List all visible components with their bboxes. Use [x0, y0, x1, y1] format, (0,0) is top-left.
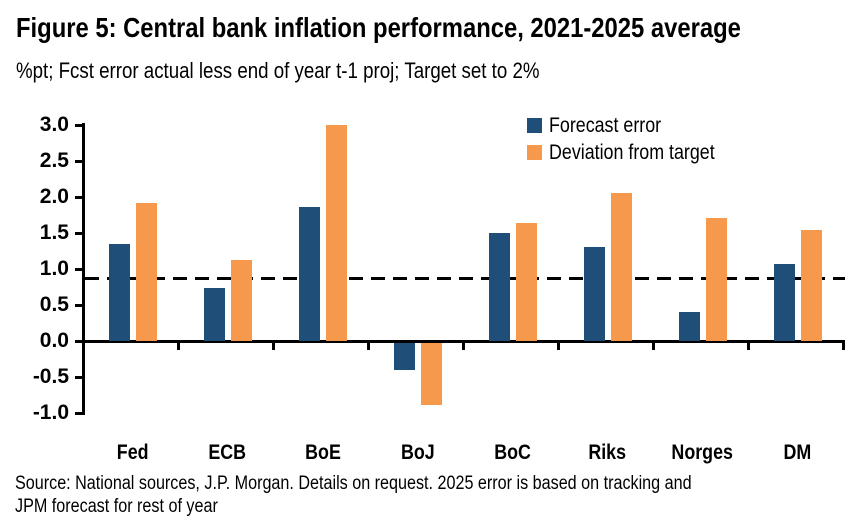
x-axis-tick — [462, 341, 465, 350]
y-axis-line — [82, 123, 85, 415]
bar-deviation-norges — [705, 217, 727, 341]
source-note-line1: Source: National sources, J.P. Morgan. D… — [15, 473, 692, 494]
y-axis-tick-label: 0.5 — [39, 293, 69, 316]
figure-title: Figure 5: Central bank inflation perform… — [16, 12, 852, 44]
y-axis-tick-label: -1.0 — [32, 401, 69, 424]
x-axis-tick — [842, 341, 845, 350]
y-axis-tick — [75, 195, 83, 199]
y-axis-tick-label: 3.0 — [39, 113, 69, 136]
x-axis-tick — [747, 341, 750, 350]
target-dashed-line — [85, 276, 845, 280]
bar-deviation-riks — [610, 193, 632, 341]
x-axis-label-boj: BoJ — [370, 441, 466, 465]
y-axis-tick-label: 1.5 — [39, 221, 69, 244]
bar-deviation-ecb — [230, 260, 252, 341]
x-axis-tick — [272, 341, 275, 350]
source-note-line2: JPM forecast for rest of year — [15, 496, 218, 517]
x-axis-label-text: Riks — [588, 441, 627, 464]
bar-deviation-boc — [515, 222, 537, 341]
y-axis-tick — [75, 303, 83, 307]
x-axis-label-boe: BoE — [275, 441, 371, 465]
x-axis-tick — [557, 341, 560, 350]
bar-forecast-error-boj — [393, 342, 415, 370]
x-axis-label-dm: DM — [750, 441, 846, 465]
x-axis-label-text: Norges — [671, 441, 734, 464]
bar-deviation-fed — [135, 202, 157, 341]
legend-label-deviation-from-target: Deviation from target — [549, 141, 715, 164]
y-axis-tick-label: 1.0 — [39, 257, 69, 280]
legend-swatch-deviation-from-target — [527, 145, 542, 160]
y-axis-tick — [75, 375, 83, 379]
y-axis-tick — [75, 411, 83, 415]
bar-forecast-error-ecb — [203, 288, 225, 341]
bar-deviation-dm — [800, 230, 822, 341]
x-axis-label-text: BoE — [304, 441, 341, 464]
bar-forecast-error-riks — [583, 246, 605, 341]
bar-forecast-error-boc — [488, 233, 510, 341]
y-axis-tick — [75, 123, 83, 127]
figure-title-text: Figure 5: Central bank inflation perform… — [16, 12, 741, 43]
y-axis-tick-label: 2.0 — [39, 185, 69, 208]
x-axis-label-boc: BoC — [465, 441, 561, 465]
figure-subtitle-text: %pt; Fcst error actual less end of year … — [16, 58, 540, 83]
x-axis-tick — [177, 341, 180, 350]
legend-label-forecast-error: Forecast error — [549, 114, 662, 137]
bar-forecast-error-fed — [108, 243, 130, 341]
x-axis-label-riks: Riks — [560, 441, 656, 465]
y-axis-tick — [75, 267, 83, 271]
x-axis-label-text: BoJ — [400, 441, 435, 464]
legend: Forecast error Deviation from target — [527, 114, 744, 164]
y-axis-tick — [75, 231, 83, 235]
x-axis-tick — [367, 341, 370, 350]
y-axis-tick-label: -0.5 — [32, 365, 69, 388]
legend-item-deviation-from-target: Deviation from target — [527, 141, 744, 164]
bar-deviation-boe — [325, 125, 347, 341]
x-axis-label-text: ECB — [208, 441, 247, 464]
legend-item-forecast-error: Forecast error — [527, 114, 744, 137]
y-axis-tick-label: 0.0 — [39, 329, 69, 352]
source-note: Source: National sources, J.P. Morgan. D… — [15, 472, 811, 518]
x-axis-label-fed: Fed — [85, 441, 181, 465]
y-axis-tick-label: 2.5 — [39, 149, 69, 172]
bar-forecast-error-norges — [678, 312, 700, 341]
plot-area: 3.0 2.5 2.0 1.5 1.0 0.5 0.0 -0.5 -1.0 Fed ECB BoE Bo… — [33, 113, 845, 464]
x-axis-label-norges: Norges — [655, 441, 751, 465]
bar-deviation-boj — [420, 342, 442, 406]
x-axis-label-ecb: ECB — [180, 441, 276, 465]
y-axis-tick — [75, 339, 83, 343]
bar-forecast-error-boe — [298, 207, 320, 341]
x-axis-label-text: DM — [783, 441, 812, 464]
x-axis-label-text: BoC — [494, 441, 531, 464]
bar-forecast-error-dm — [773, 263, 795, 341]
x-axis-label-text: Fed — [116, 441, 149, 464]
x-axis-tick — [652, 341, 655, 350]
figure-subtitle: %pt; Fcst error actual less end of year … — [16, 58, 632, 84]
legend-swatch-forecast-error — [527, 118, 542, 133]
y-axis-tick — [75, 159, 83, 163]
